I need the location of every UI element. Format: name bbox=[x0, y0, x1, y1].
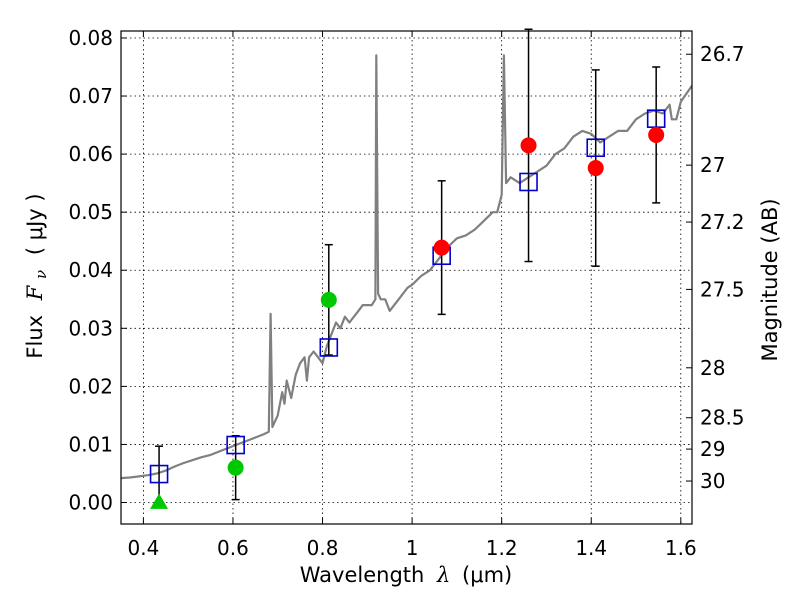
magnitude-tick-label: 28 bbox=[700, 356, 725, 380]
y-tick-label: 0.07 bbox=[68, 84, 113, 108]
x-tick-label: 0.4 bbox=[127, 536, 159, 560]
magnitude-tick-label: 27 bbox=[700, 153, 725, 177]
magnitude-tick-label: 28.5 bbox=[700, 406, 745, 430]
model-spectrum-line bbox=[121, 54, 692, 480]
magnitude-tick-label: 26.7 bbox=[700, 42, 745, 66]
y-tick-label: 0.00 bbox=[68, 491, 113, 515]
y-axis-symbol: F bbox=[23, 284, 47, 301]
model-square-marker bbox=[149, 464, 169, 484]
y-tick-label: 0.01 bbox=[68, 432, 113, 456]
y-axis-label-text: Flux bbox=[23, 315, 47, 359]
plot-frame bbox=[120, 30, 693, 525]
x-axis-unit: (μm) bbox=[462, 563, 512, 587]
y-axis-label: Flux F ν ( μJy ) bbox=[23, 193, 51, 358]
y2-axis-label: Magnitude (AB) bbox=[758, 198, 782, 361]
x-tick-label: 1.6 bbox=[665, 536, 697, 560]
grid-lines bbox=[121, 31, 692, 524]
magnitude-tick-label: 27.5 bbox=[700, 277, 745, 301]
y-tick-label: 0.08 bbox=[68, 26, 113, 50]
model-square-marker bbox=[226, 435, 245, 455]
x-tick-label: 1.4 bbox=[575, 536, 607, 560]
data-point-circle bbox=[648, 126, 665, 143]
data-markers-layer bbox=[149, 28, 666, 509]
y-tick-label: 0.02 bbox=[68, 374, 113, 398]
x-axis-symbol: λ bbox=[436, 563, 450, 587]
data-point-circle bbox=[520, 137, 537, 154]
x-tick-label: 0.8 bbox=[307, 536, 339, 560]
y-axis-subscript: ν bbox=[32, 270, 50, 279]
data-point-circle bbox=[227, 459, 244, 476]
x-axis-label-text: Wavelength bbox=[300, 563, 425, 587]
magnitude-tick-label: 30 bbox=[700, 469, 725, 493]
y-tick-label: 0.06 bbox=[68, 142, 113, 166]
x-axis-label: Wavelength λ (μm) bbox=[300, 563, 512, 587]
data-point-circle bbox=[320, 291, 337, 308]
y-axis-unit: ( μJy ) bbox=[23, 193, 47, 255]
x-tick-label: 1 bbox=[406, 536, 419, 560]
x-tick-label: 0.6 bbox=[217, 536, 249, 560]
magnitude-tick-label: 29 bbox=[700, 437, 725, 461]
model-spectrum-layer bbox=[121, 54, 692, 480]
upper-limit-triangle bbox=[150, 493, 169, 509]
y-tick-label: 0.03 bbox=[68, 316, 113, 340]
model-square-marker bbox=[586, 138, 606, 158]
y-tick-label: 0.04 bbox=[68, 258, 113, 282]
x-tick-label: 1.2 bbox=[486, 536, 518, 560]
y-tick-label: 0.05 bbox=[68, 200, 113, 224]
magnitude-tick-label: 27.2 bbox=[700, 210, 745, 234]
model-square-marker bbox=[519, 172, 538, 192]
data-point-circle bbox=[433, 239, 450, 256]
axis-ticks bbox=[121, 31, 692, 524]
model-square-marker bbox=[319, 338, 339, 357]
data-point-circle bbox=[587, 160, 604, 177]
